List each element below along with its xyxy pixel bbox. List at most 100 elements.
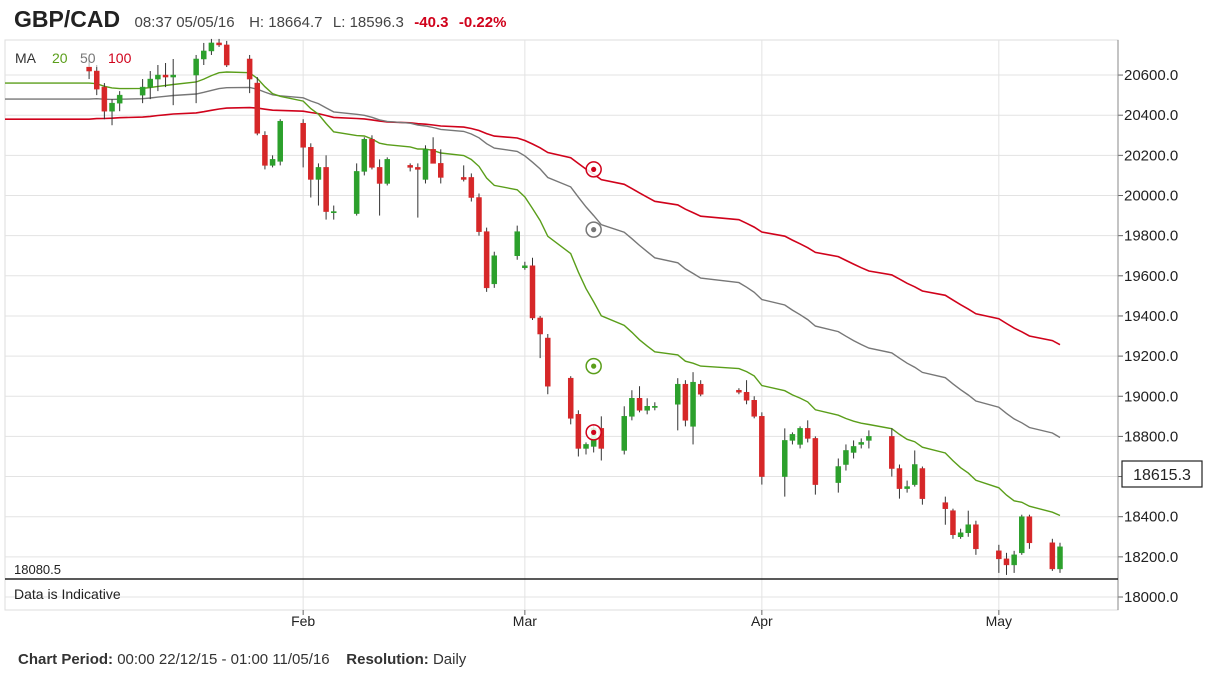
candle-body-up [109,102,115,112]
ma50-line [5,86,1061,439]
candle [208,38,215,55]
candle-body-up [835,466,842,483]
marker-ma100 [585,161,602,178]
candle-body-down [415,167,421,170]
candle-body-down [438,163,444,178]
candle-body-up [797,428,803,445]
period-value: 00:00 22/12/15 - 01:00 11/05/16 [117,651,330,668]
candle [369,135,375,170]
x-tick-label: May [986,613,1012,629]
candle-body-up [843,450,849,465]
plot-frame [4,39,1119,611]
candle-body-down [889,436,895,469]
candle [277,119,283,166]
candle [575,410,582,457]
y-tick-label: 19400.0 [1124,308,1178,325]
candle [1019,514,1025,555]
candle [950,508,956,539]
candle-body-down [575,414,582,449]
current-price-box: 18615.3 [1121,460,1203,488]
candle [973,520,979,555]
candle [147,71,154,100]
candle [101,83,108,120]
candle-body-up [514,231,520,256]
candle [430,137,436,164]
candle-body-down [223,44,230,66]
candle-body-up [170,74,176,78]
candle-body-down [751,400,757,417]
candle [567,376,574,425]
candle-body-down [812,438,819,485]
legend-ma-label: MA [15,50,37,66]
candle [751,396,757,419]
candle [965,510,972,537]
y-tick-label: 19800.0 [1124,228,1178,245]
candle [812,436,819,495]
candle-body-down [101,86,108,112]
symbol-title: GBP/CAD [14,6,121,32]
candle [743,380,750,405]
candle-body-up [957,532,964,538]
candle [193,54,199,104]
marker-ma20 [585,357,602,375]
marker-ma50 [585,221,602,238]
y-tick-label: 20200.0 [1124,147,1178,164]
marker-price [585,424,602,441]
candle-body-up [629,398,635,417]
candle [529,257,536,320]
y-tick-label: 20400.0 [1124,107,1178,124]
candle [942,496,949,525]
candle [621,406,627,455]
candle [522,261,528,270]
candle-body-down [697,383,704,395]
candle-body-down [376,167,383,184]
candle-body-up [1057,546,1063,570]
candle [246,54,253,94]
candle-body-down [736,389,742,393]
y-tick-label: 18000.0 [1124,589,1178,606]
candle [629,390,635,421]
y-tick-label: 20600.0 [1124,67,1178,84]
candle-body-up [193,58,199,76]
candle [545,334,551,395]
candle [361,137,368,176]
x-tick-label: Feb [291,613,315,629]
candle-body-up [911,464,918,485]
candle [1026,514,1033,549]
candle [376,159,383,216]
candle-body-down [896,468,903,489]
candle-body-up [155,74,161,80]
candle-body-down [86,66,92,72]
x-tick-label: Apr [751,613,773,629]
candle [843,444,849,471]
candle-body-up [782,440,788,477]
ma-markers [585,161,602,441]
quote-time: 08:37 05/05/16 [134,14,235,31]
period-label: Chart Period: [18,651,114,668]
candle-body-down [996,550,1002,560]
x-tick-label: Mar [513,613,537,629]
candle [858,438,864,449]
y-tick-label: 18200.0 [1124,549,1178,566]
candle [835,458,842,493]
candle-body-down [743,391,750,401]
candle-body-up [690,381,696,427]
candle-body-up [201,50,207,60]
candle-body-down [300,122,306,148]
candle [919,466,926,505]
candle [323,155,329,220]
moving-averages [5,71,1061,517]
candle [644,398,650,415]
candle [460,165,467,182]
candle [223,40,230,68]
candle-body-down [254,82,261,134]
candle [262,131,268,170]
candle-body-up [139,86,146,96]
candle [1057,542,1063,573]
candle-body-down [430,149,436,164]
candle [904,480,910,493]
candle [201,42,207,66]
candle [889,428,895,477]
candle [583,442,589,455]
